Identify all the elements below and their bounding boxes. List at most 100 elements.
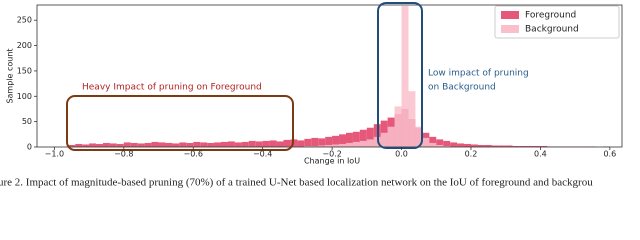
bar bbox=[366, 139, 374, 147]
legend-swatch bbox=[501, 11, 519, 19]
bar bbox=[68, 144, 76, 147]
annotation: on Background bbox=[428, 83, 496, 93]
bar bbox=[262, 140, 270, 147]
bar bbox=[137, 143, 145, 147]
bar bbox=[443, 145, 451, 147]
y-axis-label: Sample count bbox=[6, 48, 15, 103]
bar bbox=[533, 145, 541, 147]
x-tick-label: −1.0 bbox=[45, 150, 64, 159]
y-tick-label: 50 bbox=[22, 117, 32, 126]
bar bbox=[436, 144, 444, 147]
annotation-box bbox=[66, 95, 294, 151]
bar bbox=[477, 144, 485, 147]
bar bbox=[221, 141, 228, 147]
bar bbox=[429, 136, 437, 147]
legend-swatch bbox=[501, 25, 519, 33]
bar bbox=[352, 141, 360, 147]
bar bbox=[172, 143, 180, 147]
bar bbox=[248, 140, 256, 147]
bar bbox=[505, 145, 513, 147]
bar bbox=[304, 145, 312, 147]
bar bbox=[436, 139, 444, 147]
bar bbox=[345, 132, 353, 147]
bar bbox=[366, 127, 374, 147]
x-tick-label: 0.2 bbox=[465, 150, 478, 159]
bar bbox=[102, 142, 110, 147]
bar bbox=[116, 143, 124, 147]
bar bbox=[408, 91, 416, 147]
bar bbox=[387, 126, 395, 147]
bar bbox=[325, 144, 333, 147]
bar bbox=[269, 140, 277, 147]
bar bbox=[352, 131, 360, 147]
bar bbox=[158, 142, 166, 147]
bar bbox=[519, 145, 527, 147]
bar bbox=[464, 143, 471, 147]
bar bbox=[297, 140, 305, 147]
bar bbox=[130, 142, 138, 147]
bars bbox=[68, 6, 610, 148]
bar bbox=[82, 144, 90, 147]
bar bbox=[484, 144, 492, 147]
bar bbox=[109, 143, 117, 147]
bar bbox=[318, 138, 326, 147]
bar bbox=[394, 106, 402, 147]
bar bbox=[491, 145, 499, 147]
y-tick-label: 0 bbox=[27, 143, 32, 152]
bar bbox=[359, 140, 367, 147]
bar bbox=[415, 126, 423, 147]
bar bbox=[540, 145, 548, 147]
x-tick-label: −0.2 bbox=[322, 150, 341, 159]
bar bbox=[380, 132, 388, 147]
bar bbox=[512, 145, 520, 147]
bar bbox=[234, 142, 242, 147]
bar bbox=[89, 143, 97, 147]
bar bbox=[255, 141, 263, 147]
legend-label: Foreground bbox=[525, 11, 576, 21]
bar bbox=[470, 144, 478, 147]
bar bbox=[179, 142, 187, 147]
bar bbox=[339, 134, 346, 147]
x-tick-label: −0.6 bbox=[184, 150, 203, 159]
bar bbox=[283, 139, 291, 147]
bar bbox=[276, 141, 284, 147]
bar bbox=[186, 142, 194, 147]
bar bbox=[443, 140, 451, 147]
chart: Heavy Impact of pruning on Foreground Lo… bbox=[0, 2, 623, 189]
bar bbox=[144, 142, 152, 147]
x-axis-label: Change in IoU bbox=[304, 157, 360, 166]
bar bbox=[311, 145, 319, 147]
bar bbox=[325, 136, 333, 147]
x-tick-label: −0.4 bbox=[253, 150, 272, 159]
x-tick-label: 0.0 bbox=[395, 150, 408, 159]
annotation: Heavy Impact of pruning on Foreground bbox=[82, 83, 262, 93]
page: {"chart_data": {"type": "histogram", "xl… bbox=[0, 2, 623, 189]
bar bbox=[214, 142, 222, 147]
bar bbox=[207, 142, 215, 147]
annotation: Low impact of pruning bbox=[428, 69, 529, 79]
y-tick-label: 100 bbox=[17, 92, 32, 101]
bar bbox=[227, 141, 235, 147]
plot-frame bbox=[36, 4, 623, 148]
legend-label: Background bbox=[525, 25, 579, 35]
annotation-box bbox=[377, 2, 423, 149]
bar bbox=[332, 135, 340, 147]
bar bbox=[339, 143, 346, 147]
caption: ure 2. Impact of magnitude-based pruning… bbox=[0, 177, 593, 189]
bar bbox=[498, 145, 506, 147]
bar bbox=[345, 142, 353, 147]
y-tick-label: 150 bbox=[17, 66, 32, 75]
x-tick-label: −0.8 bbox=[114, 150, 133, 159]
bar bbox=[429, 142, 437, 147]
legend-box bbox=[494, 5, 620, 39]
bar bbox=[241, 141, 249, 147]
bar bbox=[75, 143, 83, 147]
bar bbox=[318, 145, 326, 147]
bar bbox=[526, 145, 534, 147]
y-tick-label: 250 bbox=[17, 16, 32, 25]
bar bbox=[200, 142, 208, 147]
y-tick-label: 200 bbox=[17, 41, 32, 50]
bar bbox=[304, 138, 312, 147]
bar bbox=[96, 143, 103, 147]
bar bbox=[311, 137, 319, 147]
